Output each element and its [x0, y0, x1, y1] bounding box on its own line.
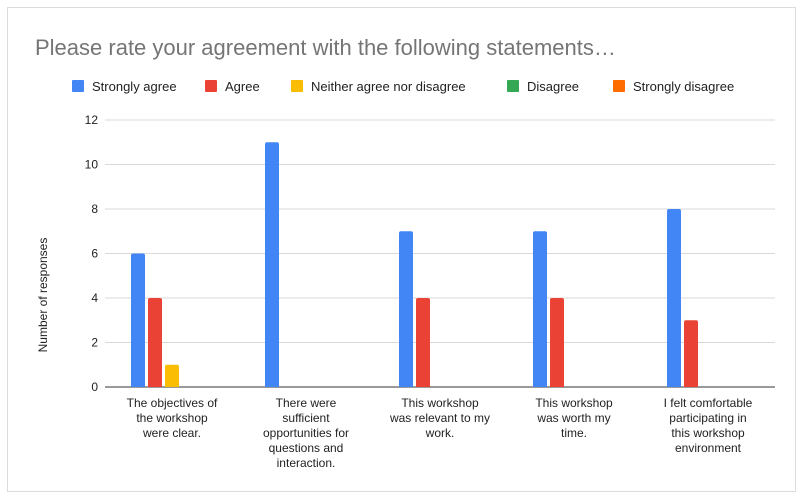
- legend-label: Strongly agree: [92, 79, 177, 94]
- legend-label: Neither agree nor disagree: [311, 79, 466, 94]
- legend-item: Disagree: [507, 79, 579, 94]
- bar: [165, 364, 179, 387]
- legend-swatch: [507, 80, 519, 92]
- y-tick-label: 2: [91, 336, 98, 350]
- x-category-label: There were sufficient opportunities for que…: [263, 396, 349, 470]
- bar: [148, 298, 162, 387]
- y-axis-label: Number of responses: [36, 238, 50, 353]
- x-category-label: The objectives of the workshop were clear.: [127, 396, 218, 440]
- legend-item: Strongly disagree: [613, 79, 734, 94]
- legend-swatch: [72, 80, 84, 92]
- legend-label: Agree: [225, 79, 260, 94]
- y-tick-label: 4: [91, 291, 98, 305]
- legend-swatch: [613, 80, 625, 92]
- x-axis-labels: The objectives of the workshop were clear.…: [127, 396, 753, 470]
- legend-label: Disagree: [527, 79, 579, 94]
- bar: [684, 320, 698, 387]
- y-tick-label: 8: [91, 202, 98, 216]
- bar: [131, 253, 145, 387]
- x-category-label: This workshop was worth my time.: [535, 396, 613, 440]
- legend-swatch: [205, 80, 217, 92]
- legend: Strongly agree Agree Neither agree nor dis…: [72, 79, 734, 94]
- y-tick-label: 12: [85, 113, 99, 127]
- bar: [550, 298, 564, 387]
- y-axis-ticks: 0 2 4 6 8 10 12: [85, 113, 99, 394]
- chart-title: Please rate your agreement with the foll…: [35, 35, 616, 60]
- bar: [265, 142, 279, 387]
- legend-item: Neither agree nor disagree: [291, 79, 466, 94]
- bar: [416, 298, 430, 387]
- y-tick-label: 6: [91, 247, 98, 261]
- bar: [399, 231, 413, 387]
- y-tick-label: 10: [85, 158, 99, 172]
- gridlines: [105, 119, 775, 388]
- legend-swatch: [291, 80, 303, 92]
- x-category-label: This workshop was relevant to my work.: [389, 396, 490, 440]
- legend-label: Strongly disagree: [633, 79, 734, 94]
- legend-item: Strongly agree: [72, 79, 177, 94]
- bars: [131, 142, 698, 387]
- bar: [667, 209, 681, 387]
- y-tick-label: 0: [91, 380, 98, 394]
- x-category-label: I felt comfortable participating in this w…: [664, 396, 753, 455]
- legend-item: Agree: [205, 79, 260, 94]
- bar: [533, 231, 547, 387]
